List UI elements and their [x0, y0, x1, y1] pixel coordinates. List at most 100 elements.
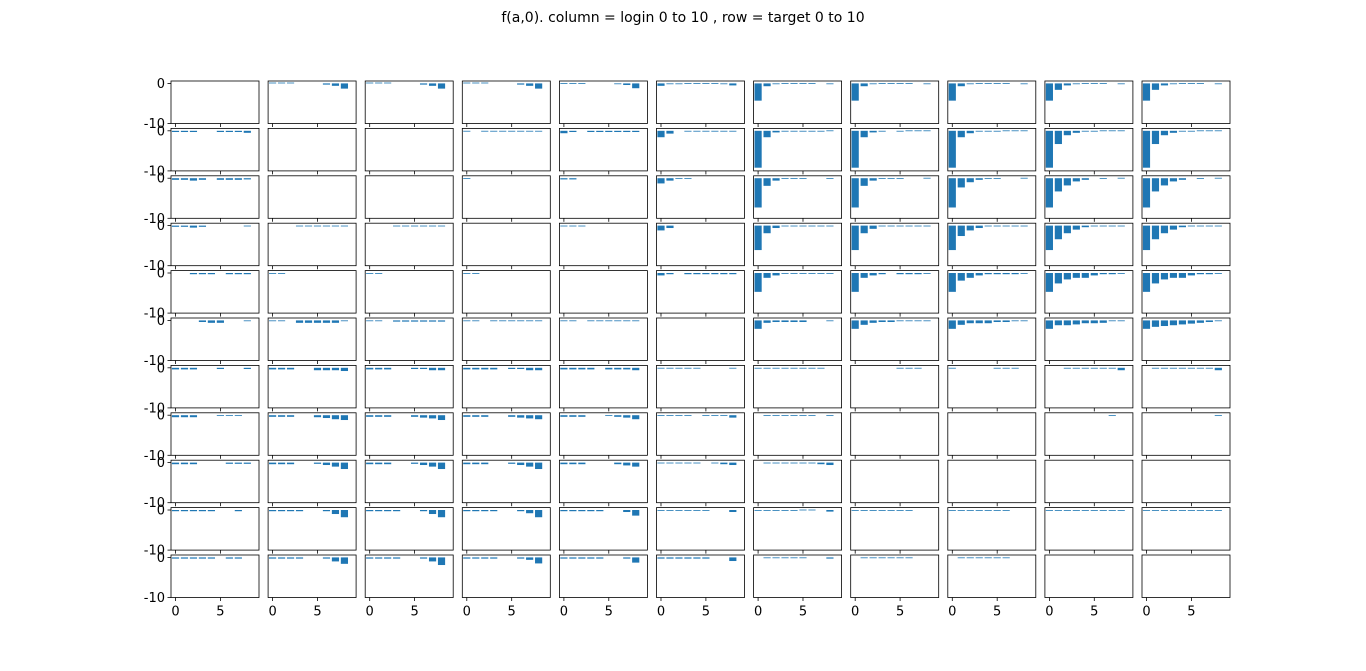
- bar: [269, 510, 277, 512]
- subplot-r7-c10: [1141, 412, 1231, 459]
- bar: [1108, 320, 1116, 322]
- bar: [587, 367, 595, 370]
- bar: [808, 415, 816, 417]
- axes-frame: [947, 175, 1037, 219]
- bar: [1002, 83, 1010, 84]
- axes-frame: [364, 317, 454, 361]
- bar: [948, 225, 956, 251]
- bar: [1187, 83, 1195, 84]
- subplot-r8-c2: [364, 459, 454, 507]
- bar: [481, 557, 489, 559]
- bar: [1002, 320, 1010, 323]
- bar: [1045, 130, 1053, 168]
- bar: [1160, 320, 1169, 327]
- axes-frame: [656, 317, 745, 361]
- bar: [781, 510, 789, 511]
- x-tick-label: 0: [268, 605, 276, 620]
- bar: [781, 415, 789, 417]
- axes-frame: [850, 222, 940, 267]
- bar: [772, 557, 780, 559]
- axes-frame: [1044, 175, 1134, 219]
- bar: [569, 557, 577, 559]
- bar: [419, 83, 428, 85]
- bar: [225, 273, 233, 275]
- bar: [657, 225, 665, 231]
- bar: [993, 557, 1001, 559]
- bar: [419, 225, 428, 227]
- bar: [596, 320, 604, 322]
- bar: [948, 273, 956, 292]
- bar: [1090, 225, 1098, 227]
- bar: [720, 462, 728, 465]
- bar: [463, 320, 471, 322]
- bar: [269, 557, 277, 559]
- bar: [481, 415, 489, 417]
- bar: [286, 510, 295, 512]
- bar: [808, 462, 816, 464]
- bar: [975, 83, 983, 84]
- bar: [340, 462, 349, 470]
- subplot-r0-c0: 0 -10: [144, 77, 260, 132]
- subplot-r3-c5: [656, 222, 745, 270]
- axes-frame: [947, 127, 1037, 172]
- bar: [189, 462, 198, 465]
- bar: [1117, 273, 1125, 274]
- axes-frame: [947, 459, 1037, 504]
- bar: [1151, 225, 1160, 240]
- axes-frame: [559, 270, 648, 314]
- bar: [180, 557, 189, 559]
- x-tick-label: 0: [1142, 605, 1150, 620]
- bar: [269, 320, 277, 322]
- axes-frame: [559, 364, 648, 409]
- bar: [1072, 510, 1080, 511]
- axes-frame: [461, 222, 551, 267]
- bar: [1081, 178, 1089, 180]
- bar: [684, 510, 692, 511]
- bar: [729, 462, 737, 466]
- bar: [860, 83, 868, 87]
- axes-frame: [656, 80, 745, 124]
- bar: [1151, 510, 1160, 511]
- bar: [1081, 510, 1089, 511]
- bar: [578, 83, 586, 84]
- bar: [1002, 225, 1010, 227]
- bar: [331, 510, 340, 515]
- bar: [322, 320, 331, 323]
- axes-frame: [267, 222, 357, 267]
- subplot-r8-c7: [850, 459, 940, 507]
- bar: [198, 273, 207, 275]
- bar: [948, 178, 956, 208]
- bar: [623, 83, 631, 86]
- bar: [207, 557, 215, 559]
- bar: [437, 225, 446, 227]
- subplot-r9-c7: [850, 507, 940, 554]
- bar: [675, 557, 683, 559]
- axes-frame: [170, 222, 260, 267]
- bar: [1142, 320, 1151, 329]
- bar: [1072, 225, 1080, 230]
- y-tick-label: 0: [157, 409, 165, 424]
- bar: [623, 415, 631, 418]
- bar: [763, 320, 771, 323]
- bar: [754, 178, 762, 208]
- bar: [693, 510, 701, 511]
- x-tick-label: 0: [366, 605, 374, 620]
- bar: [1178, 178, 1186, 180]
- y-tick-label: 0: [157, 77, 165, 92]
- bar: [702, 557, 710, 559]
- bar: [905, 510, 913, 511]
- bar: [322, 83, 331, 85]
- bar: [860, 510, 868, 511]
- axes-frame: [656, 554, 745, 598]
- subplot-r7-c9: [1044, 412, 1134, 459]
- subplot-r4-c8: [947, 270, 1037, 317]
- bar: [1178, 273, 1186, 278]
- axes-frame: [1044, 507, 1134, 551]
- bar: [569, 462, 577, 465]
- bar: [490, 320, 498, 322]
- bar: [1081, 83, 1089, 84]
- subplot-r6-c10: [1141, 364, 1231, 412]
- axes-frame: [753, 175, 842, 219]
- bar: [896, 83, 904, 84]
- bar: [587, 510, 595, 512]
